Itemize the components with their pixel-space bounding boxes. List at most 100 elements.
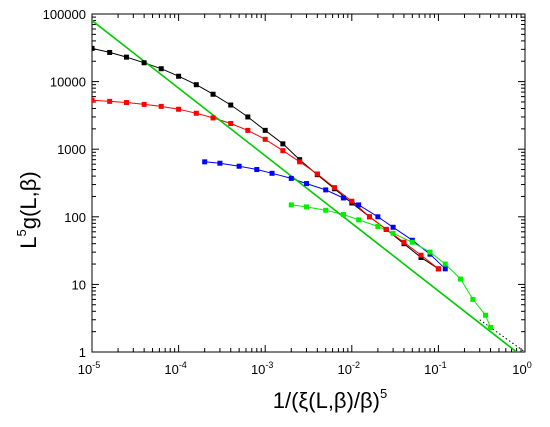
- series-1-point: [210, 115, 216, 121]
- series-1-point: [92, 97, 95, 103]
- x-tick-label-base: 10: [424, 362, 438, 377]
- series-0-line: [92, 47, 439, 270]
- x-tick-label-base: 10: [512, 362, 526, 377]
- series-1-point: [401, 239, 407, 245]
- series-0-point: [245, 114, 251, 120]
- series-2-point: [323, 187, 329, 193]
- series-3-point: [458, 276, 464, 282]
- x-tick-label: 10-5: [78, 360, 100, 377]
- x-tick-label-base: 10: [338, 362, 352, 377]
- x-tick-label: 10-1: [424, 360, 446, 377]
- series-0-point: [210, 91, 216, 97]
- series-1-point: [245, 127, 251, 133]
- series-2-point: [340, 195, 346, 201]
- series-0-point: [228, 102, 234, 108]
- series-1-point: [280, 148, 286, 154]
- x-tick-label-base: 10: [251, 362, 265, 377]
- series-3-point: [356, 217, 362, 223]
- series-1-point: [349, 198, 355, 204]
- series-2-point: [236, 163, 242, 169]
- y-tick-label: 10000: [50, 75, 86, 90]
- series-1-point: [262, 136, 268, 142]
- x-axis-label-superscript: 5: [380, 386, 387, 401]
- series-1-point: [314, 171, 320, 177]
- y-tick-label: 100000: [43, 7, 86, 22]
- series-3-point: [409, 239, 415, 245]
- x-tick-label: 100: [512, 360, 531, 377]
- series-1-point: [141, 101, 147, 107]
- series-2-point: [442, 266, 448, 272]
- x-axis-label: 1/(ξ(L,β)/β)5: [273, 386, 388, 413]
- series-2-point: [304, 181, 310, 187]
- series-2-line: [204, 161, 446, 270]
- series-2-point: [202, 159, 208, 165]
- series-0-point: [123, 54, 129, 60]
- x-tick-label-exponent: 0: [527, 360, 532, 370]
- series-3-point: [340, 212, 346, 218]
- series-3-line: [291, 204, 491, 328]
- series-2-point: [254, 167, 260, 173]
- y-axis-label-prefix: L: [16, 236, 41, 248]
- series-2-point: [375, 214, 381, 220]
- series-1-point: [193, 110, 199, 116]
- series-0-point: [92, 45, 95, 51]
- axis-labels: 1/(ξ(L,β)/β)5 L5g(L,β): [14, 171, 387, 413]
- series-3-point: [304, 204, 310, 210]
- y-tick-label: 10: [72, 277, 86, 292]
- series-3-point: [323, 207, 329, 213]
- series-0-point: [280, 141, 286, 147]
- series-1-line: [92, 99, 439, 270]
- x-tick-label: 10-3: [251, 360, 273, 377]
- series-1-point: [418, 252, 424, 258]
- fit-line-0: [92, 19, 518, 352]
- y-axis-label-superscript: 5: [14, 229, 29, 236]
- x-tick-label: 10-4: [164, 360, 186, 377]
- fit-line-1: [479, 319, 525, 352]
- x-tick-label-base: 10: [78, 362, 92, 377]
- series-1-point: [383, 226, 389, 232]
- series-2-point: [217, 160, 223, 166]
- axes: 10-5 10-4 10-3 10-2 10-1 10011010010001000010…: [43, 7, 532, 377]
- series-3-point: [390, 230, 396, 236]
- series-2-point: [288, 175, 294, 181]
- y-axis-label: L5g(L,β): [14, 171, 41, 248]
- series-3-point: [488, 325, 494, 331]
- plot-frame: [91, 13, 526, 353]
- series-1-point: [228, 120, 234, 126]
- series-0-point: [141, 60, 147, 66]
- x-tick-label-exponent: -3: [265, 360, 273, 370]
- x-axis-label-main: 1/(ξ(L,β)/β): [273, 388, 380, 413]
- data-marks: [92, 19, 525, 352]
- x-tick-label-exponent: -5: [92, 360, 100, 370]
- series-1-point: [366, 214, 372, 220]
- x-tick-label: 10-2: [338, 360, 360, 377]
- series-3-point: [375, 223, 381, 229]
- series-1-point: [297, 159, 303, 165]
- x-tick-label-exponent: -1: [439, 360, 447, 370]
- series-2-point: [356, 202, 362, 208]
- data-layer: [92, 19, 525, 352]
- x-tick-label-exponent: -2: [352, 360, 360, 370]
- series-2-point: [390, 224, 396, 230]
- series-1-point: [158, 103, 164, 109]
- series-2-point: [269, 170, 275, 176]
- series-3-point: [427, 249, 433, 255]
- series-0-point: [176, 73, 182, 79]
- series-3-point: [442, 261, 448, 267]
- series-3-point: [288, 202, 294, 208]
- x-tick-label-exponent: -4: [179, 360, 187, 370]
- series-3-point: [470, 296, 476, 302]
- series-1-point: [123, 100, 129, 106]
- series-0-point: [158, 66, 164, 72]
- y-tick-label: 1000: [57, 142, 86, 157]
- x-tick-label-base: 10: [164, 362, 178, 377]
- series-1-point: [176, 106, 182, 112]
- series-0-point: [193, 82, 199, 88]
- series-0-point: [107, 49, 113, 55]
- series-1-point: [107, 98, 113, 104]
- series-0-point: [262, 127, 268, 133]
- y-axis-label-suffix: g(L,β): [16, 171, 41, 229]
- series-1-point: [435, 266, 441, 272]
- series-1-point: [331, 185, 337, 191]
